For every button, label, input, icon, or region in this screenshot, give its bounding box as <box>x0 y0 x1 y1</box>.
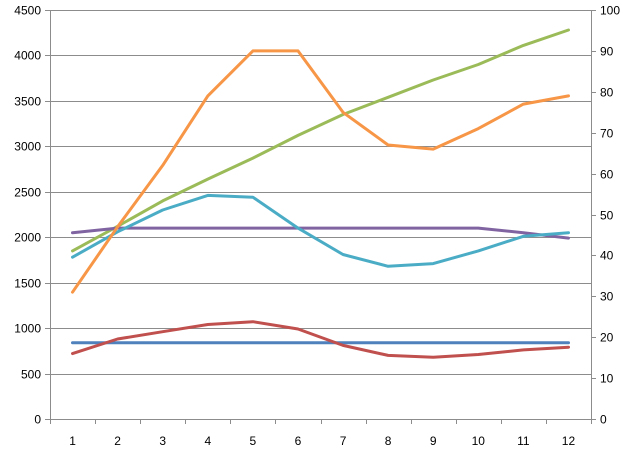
axes <box>45 10 596 424</box>
gridlines <box>50 10 591 375</box>
right-tick-label: 90 <box>600 45 614 59</box>
right-tick-label: 50 <box>600 209 614 223</box>
left-tick-label: 2000 <box>14 231 41 245</box>
x-axis-tick-labels: 1 2 3 4 5 6 7 8 9 10 11 12 <box>69 434 575 448</box>
right-tick-label: 100 <box>600 4 620 18</box>
left-tick-label: 3500 <box>14 95 41 109</box>
x-tick-label: 7 <box>340 434 347 448</box>
left-tick-label: 2500 <box>14 186 41 200</box>
x-tick-label: 10 <box>472 434 486 448</box>
right-tick-label: 80 <box>600 86 614 100</box>
left-tick-label: 0 <box>34 413 41 427</box>
x-tick-label: 1 <box>69 434 76 448</box>
series-line-5 <box>71 193 570 268</box>
right-tick-label: 70 <box>600 127 614 141</box>
right-tick-label: 30 <box>600 290 614 304</box>
series-line-4 <box>71 226 570 240</box>
right-tick-label: 0 <box>600 413 607 427</box>
left-tick-label: 4500 <box>14 4 41 18</box>
x-tick-label: 4 <box>204 434 211 448</box>
series-line-6 <box>71 49 570 294</box>
x-tick-label: 8 <box>385 434 392 448</box>
right-tick-label: 40 <box>600 249 614 263</box>
x-tick-label: 6 <box>295 434 302 448</box>
left-tick-label: 1500 <box>14 277 41 291</box>
left-tick-label: 1000 <box>14 322 41 336</box>
right-tick-label: 60 <box>600 168 614 182</box>
right-axis-tick-labels: 0 10 20 30 40 50 60 70 80 90 100 <box>600 4 620 427</box>
series-line-3 <box>71 28 570 253</box>
x-tick-label: 12 <box>562 434 576 448</box>
left-tick-label: 500 <box>21 368 41 382</box>
x-tick-label: 2 <box>114 434 121 448</box>
series-lines <box>71 28 570 359</box>
x-tick-label: 3 <box>159 434 166 448</box>
x-tick-label: 11 <box>517 434 530 448</box>
x-tick-label: 9 <box>430 434 437 448</box>
left-axis-tick-labels: 0 500 1000 1500 2000 2500 3000 3500 4000 4500 <box>14 4 41 427</box>
left-tick-label: 4000 <box>14 49 41 63</box>
left-tick-label: 3000 <box>14 140 41 154</box>
series-line-2 <box>71 320 570 359</box>
right-tick-label: 10 <box>600 372 614 386</box>
x-tick-label: 5 <box>250 434 257 448</box>
right-tick-label: 20 <box>600 331 614 345</box>
